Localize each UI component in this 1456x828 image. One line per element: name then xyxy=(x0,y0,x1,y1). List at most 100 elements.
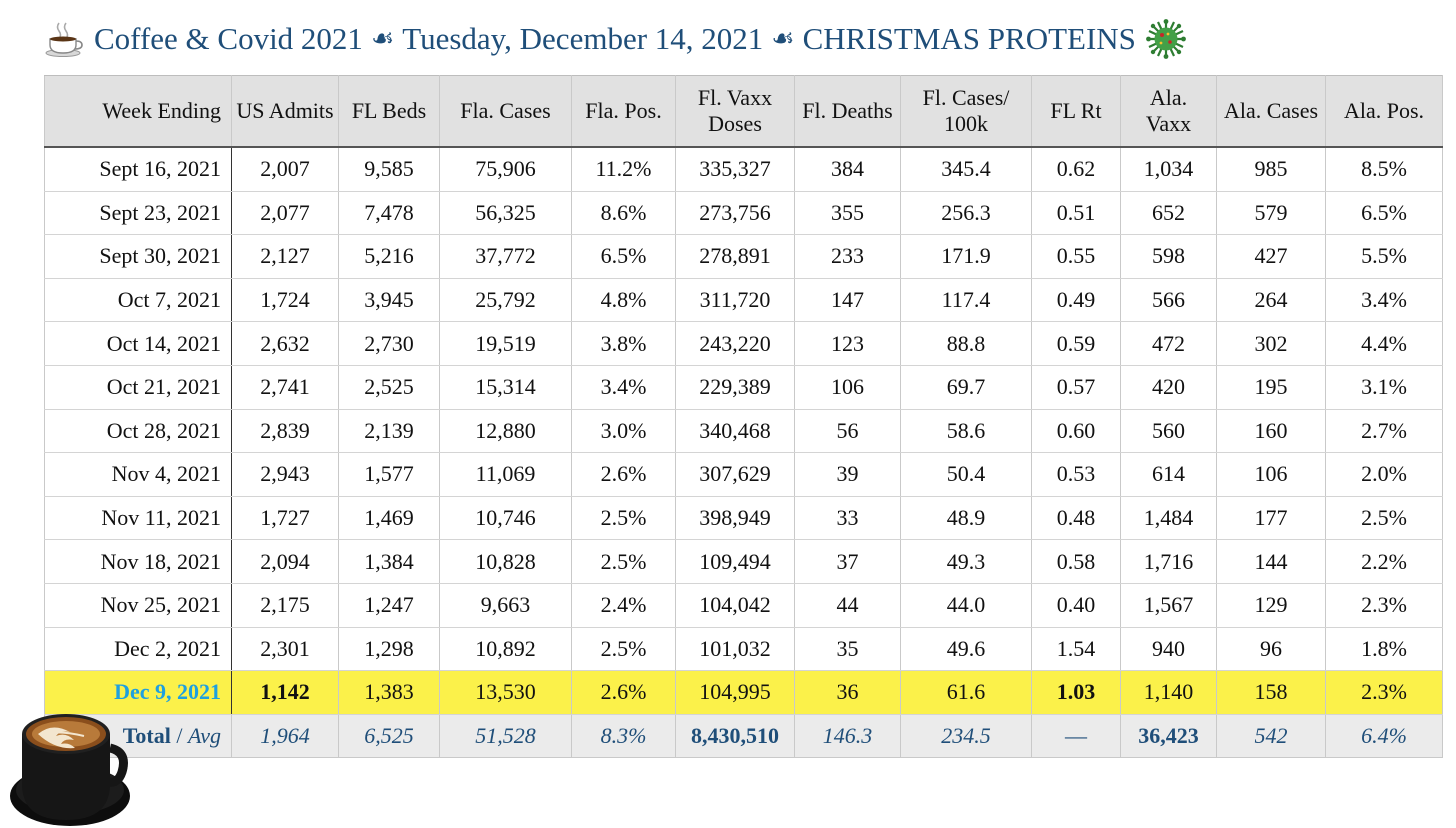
table-cell: 560 xyxy=(1120,409,1217,454)
table-cell: 3.8% xyxy=(571,321,676,366)
table-cell: 652 xyxy=(1120,191,1217,236)
table-row: Sept 23, 2021 2,077 7,478 56,325 8.6% 273,756… xyxy=(44,191,1443,236)
title-part-2: Tuesday, December 14, 2021 xyxy=(402,21,764,56)
table-cell: 9,585 xyxy=(338,147,440,192)
table-cell: 1,034 xyxy=(1120,147,1217,192)
table-cell: 49.6 xyxy=(900,627,1032,672)
week-ending-cell: Nov 18, 2021 xyxy=(44,539,232,584)
week-ending-cell: Sept 30, 2021 xyxy=(44,234,232,279)
table-cell: 5,216 xyxy=(338,234,440,279)
totals-cell: — xyxy=(1031,713,1121,758)
table-cell: 0.55 xyxy=(1031,234,1121,279)
table-cell: 0.58 xyxy=(1031,539,1121,584)
table-cell: 1,247 xyxy=(338,583,440,628)
table-cell: 3,945 xyxy=(338,278,440,323)
table-cell: 345.4 xyxy=(900,147,1032,192)
table-cell: 2,077 xyxy=(231,191,339,236)
table-cell: 2,741 xyxy=(231,365,339,410)
table-cell: 2.5% xyxy=(571,627,676,672)
table-cell: 355 xyxy=(794,191,901,236)
table-cell: 1,383 xyxy=(338,670,440,715)
table-cell: 0.51 xyxy=(1031,191,1121,236)
table-cell: 195 xyxy=(1216,365,1326,410)
table-cell: 2.3% xyxy=(1325,670,1443,715)
totals-cell: 146.3 xyxy=(794,713,901,758)
table-cell: 106 xyxy=(794,365,901,410)
table-row: Sept 16, 2021 2,007 9,585 75,906 11.2% 335,32… xyxy=(44,147,1443,192)
table-cell: 0.62 xyxy=(1031,147,1121,192)
column-header: Fl. Deaths xyxy=(794,75,901,148)
week-ending-cell: Nov 25, 2021 xyxy=(44,583,232,628)
latte-art-coffee-image xyxy=(10,714,130,826)
table-cell: 2.5% xyxy=(571,539,676,584)
table-cell: 2,730 xyxy=(338,321,440,366)
table-cell: 3.4% xyxy=(571,365,676,410)
totals-row: Total / Avg 1,964 6,525 51,528 8.3% 8,430,51… xyxy=(44,713,1443,758)
table-cell: 1.8% xyxy=(1325,627,1443,672)
table-cell: 427 xyxy=(1216,234,1326,279)
totals-cell: 36,423 xyxy=(1120,713,1217,758)
table-cell: 0.53 xyxy=(1031,452,1121,497)
totals-cell: 234.5 xyxy=(900,713,1032,758)
table-row: Nov 11, 2021 1,727 1,469 10,746 2.5% 398,949 3… xyxy=(44,496,1443,541)
table-cell: 117.4 xyxy=(900,278,1032,323)
column-header: FL Rt xyxy=(1031,75,1121,148)
table-cell: 15,314 xyxy=(439,365,572,410)
column-header: Ala. Cases xyxy=(1216,75,1326,148)
table-cell: 2,839 xyxy=(231,409,339,454)
week-ending-cell: Sept 23, 2021 xyxy=(44,191,232,236)
table-cell: 2,127 xyxy=(231,234,339,279)
table-cell: 598 xyxy=(1120,234,1217,279)
table-cell: 1,727 xyxy=(231,496,339,541)
highlighted-table-row: Dec 9, 2021 1,142 1,383 13,530 2.6% 104,995 36… xyxy=(44,670,1443,715)
table-cell: 566 xyxy=(1120,278,1217,323)
totals-cell: 8.3% xyxy=(571,713,676,758)
table-cell: 33 xyxy=(794,496,901,541)
table-cell: 12,880 xyxy=(439,409,572,454)
title-part-3: CHRISTMAS PROTEINS xyxy=(802,21,1136,56)
table-cell: 4.4% xyxy=(1325,321,1443,366)
coffee-cup-icon xyxy=(45,22,83,57)
table-cell: 3.4% xyxy=(1325,278,1443,323)
table-cell: 1,298 xyxy=(338,627,440,672)
table-cell: 472 xyxy=(1120,321,1217,366)
table-cell: 579 xyxy=(1216,191,1326,236)
totals-cell: 542 xyxy=(1216,713,1326,758)
table-row: Oct 14, 2021 2,632 2,730 19,519 3.8% 243,220 1… xyxy=(44,321,1443,366)
table-cell: 88.8 xyxy=(900,321,1032,366)
column-header: FL Beds xyxy=(338,75,440,148)
column-header: Week Ending xyxy=(44,75,232,148)
table-cell: 44.0 xyxy=(900,583,1032,628)
table-cell: 109,494 xyxy=(675,539,795,584)
table-cell: 1,577 xyxy=(338,452,440,497)
table-cell: 39 xyxy=(794,452,901,497)
table-cell: 1.54 xyxy=(1031,627,1121,672)
table-cell: 7,478 xyxy=(338,191,440,236)
week-ending-cell: Oct 21, 2021 xyxy=(44,365,232,410)
table-header-row: Week Ending US Admits FL Beds Fla. Cases Fla… xyxy=(44,75,1443,148)
covid-data-table: Week Ending US Admits FL Beds Fla. Cases Fla… xyxy=(44,75,1443,758)
table-cell: 1,716 xyxy=(1120,539,1217,584)
table-cell: 2.4% xyxy=(571,583,676,628)
table-cell: 985 xyxy=(1216,147,1326,192)
table-cell: 0.48 xyxy=(1031,496,1121,541)
week-ending-cell: Nov 4, 2021 xyxy=(44,452,232,497)
table-cell: 2.5% xyxy=(1325,496,1443,541)
table-cell: 335,327 xyxy=(675,147,795,192)
table-cell: 1,140 xyxy=(1120,670,1217,715)
table-cell: 56 xyxy=(794,409,901,454)
table-cell: 37,772 xyxy=(439,234,572,279)
totals-cell: 8,430,510 xyxy=(675,713,795,758)
table-cell: 2,139 xyxy=(338,409,440,454)
table-cell: 6.5% xyxy=(1325,191,1443,236)
title-separator-2: ☙ xyxy=(771,24,795,53)
table-cell: 104,042 xyxy=(675,583,795,628)
table-cell: 6.5% xyxy=(571,234,676,279)
table-cell: 2,301 xyxy=(231,627,339,672)
column-header: Fla. Pos. xyxy=(571,75,676,148)
totals-cell: 6,525 xyxy=(338,713,440,758)
avg-word: Avg xyxy=(188,722,221,748)
table-cell: 2,632 xyxy=(231,321,339,366)
table-cell: 340,468 xyxy=(675,409,795,454)
title-part-1: Coffee & Covid 2021 xyxy=(94,21,363,56)
